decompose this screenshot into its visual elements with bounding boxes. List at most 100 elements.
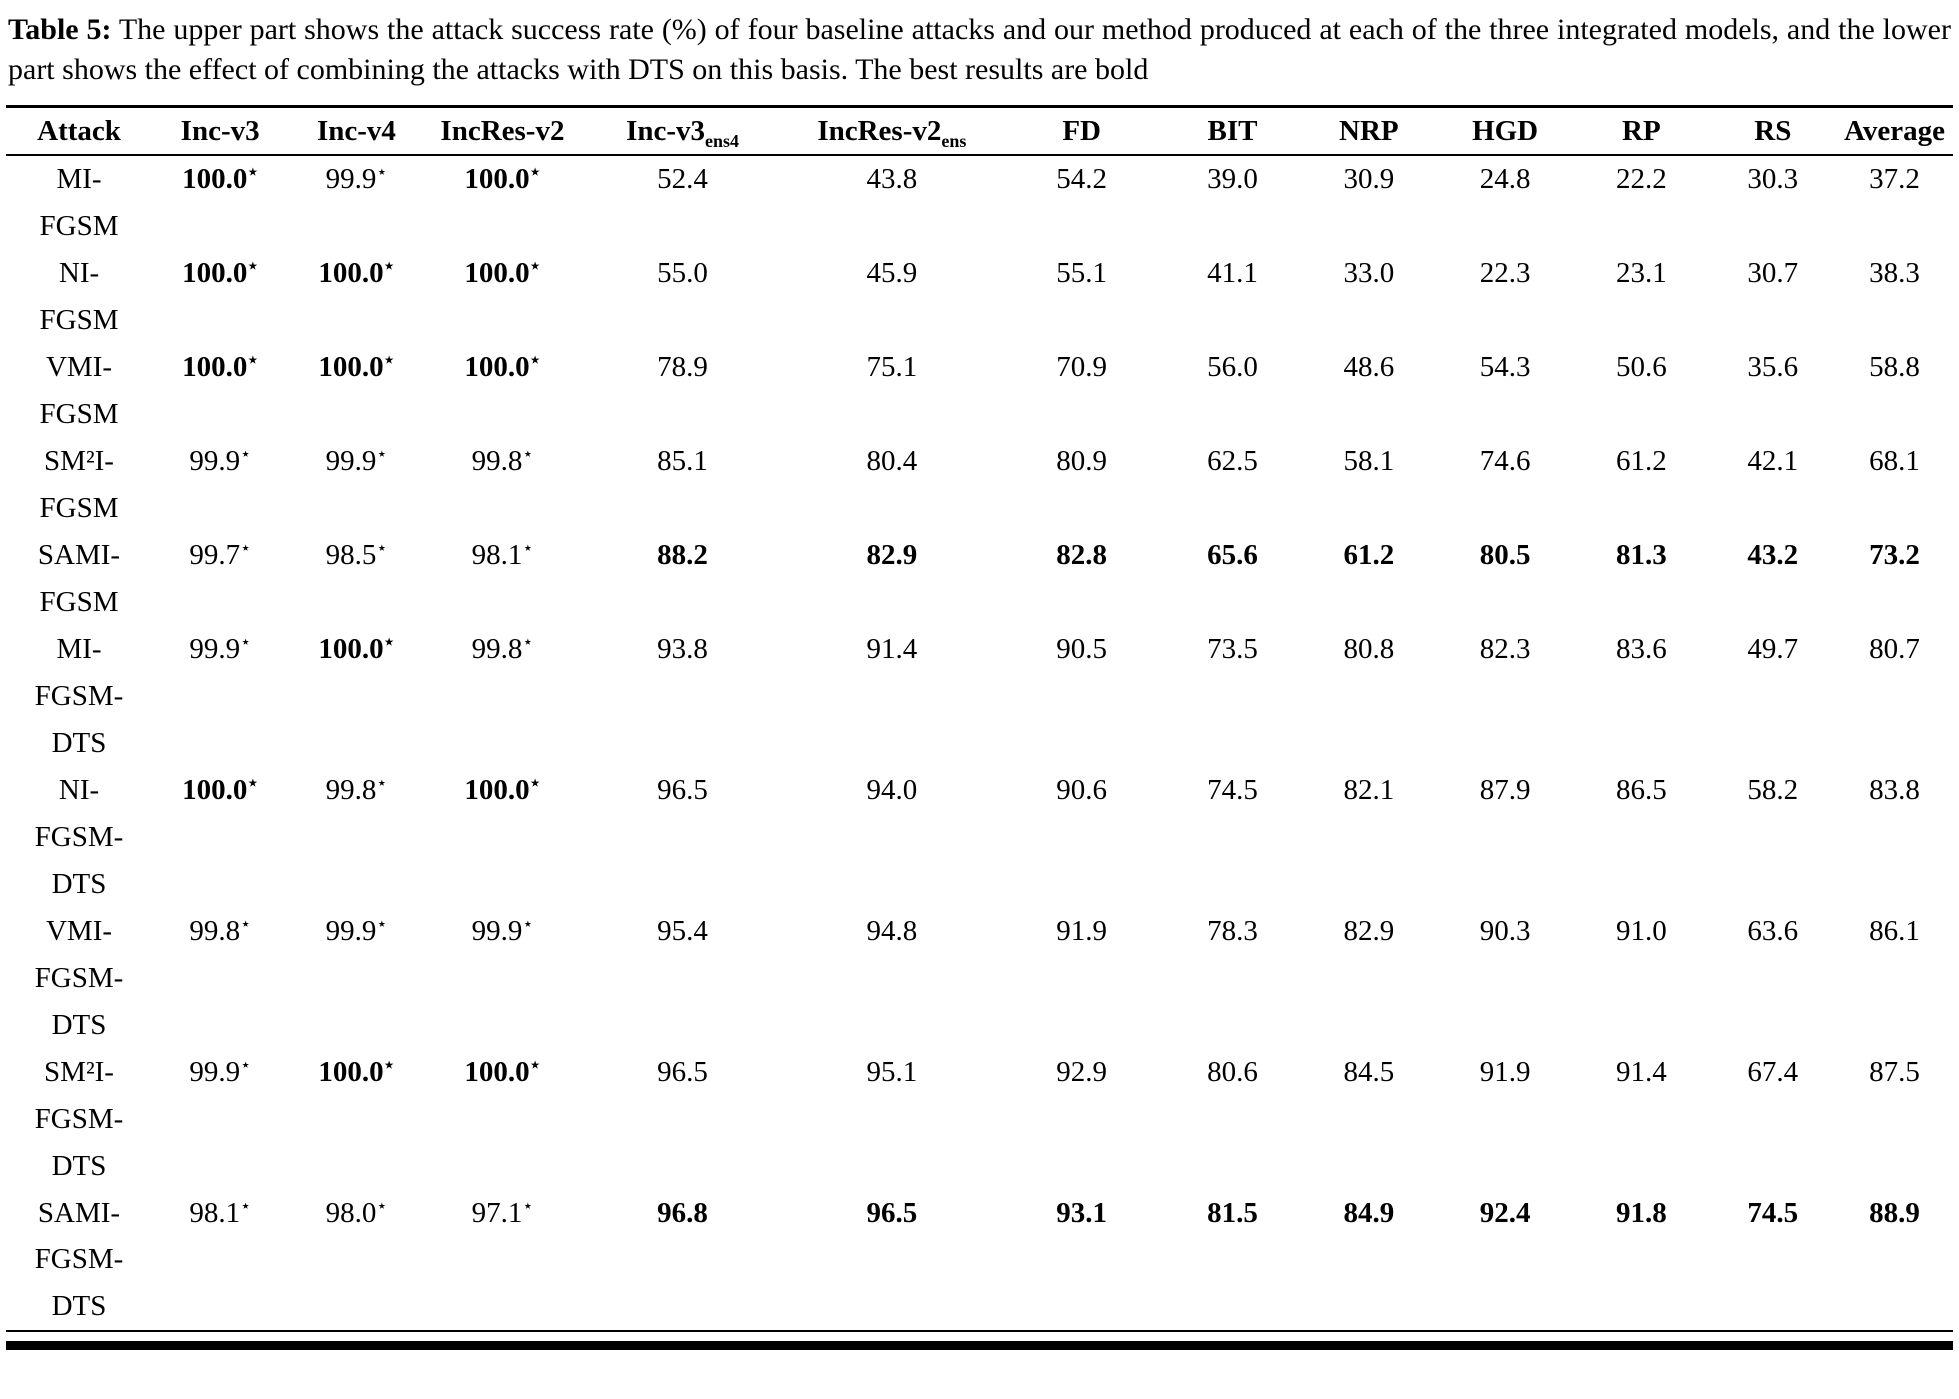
- star-marker: ⋆: [247, 161, 259, 182]
- cell-ni-fgsm-inc-v3ens4: 55.0: [657, 257, 708, 290]
- cell-sami-fgsm-dts-rs: 74.5: [1747, 1196, 1799, 1229]
- cell-sami-fgsm-dts-rp: 91.8: [1616, 1196, 1667, 1229]
- col-header-nrp: NRP: [1300, 106, 1437, 157]
- star-marker: ⋆: [522, 537, 534, 558]
- cell-sm2i-fgsm-dts-inc-v3ens4: 96.5: [657, 1055, 708, 1088]
- table-row-vmi-fgsm-dts: VMI- FGSM- DTS 99.8⋆ 99.9⋆ 99.9⋆ 95.4 94.8 91.9 7…: [6, 908, 1953, 1049]
- cell-sm2i-fgsm-dts-rp: 91.4: [1616, 1055, 1667, 1088]
- cell-vmi-fgsm-rs: 35.6: [1747, 351, 1799, 384]
- cell-sami-fgsm-inc-v4: 98.5⋆: [325, 537, 388, 571]
- cell-sm2i-fgsm-dts-nrp: 84.5: [1343, 1055, 1395, 1088]
- cell-sm2i-fgsm-dts-inc-v4: 100.0⋆: [318, 1053, 395, 1088]
- cell-sm2i-fgsm-dts-incres-v2: 100.0⋆: [464, 1053, 541, 1088]
- cell-sami-fgsm-incres-v2: 98.1⋆: [471, 537, 534, 571]
- cell-vmi-fgsm-dts-inc-v3: 99.8⋆: [189, 913, 251, 947]
- cell-sami-fgsm-dts-bit: 81.5: [1207, 1196, 1258, 1229]
- attack-name-mi-fgsm: MI- FGSM: [39, 163, 119, 243]
- cell-sm2i-fgsm-bit: 62.5: [1207, 445, 1258, 477]
- cell-sami-fgsm-hgd: 80.5: [1479, 538, 1531, 571]
- star-marker: ⋆: [522, 631, 534, 652]
- cell-ni-fgsm-dts-inc-v3ens4: 96.5: [657, 773, 708, 806]
- cell-mi-fgsm-dts-rp: 83.6: [1616, 632, 1667, 665]
- cell-ni-fgsm-dts-average: 83.8: [1869, 773, 1920, 806]
- star-marker: ⋆: [529, 772, 541, 793]
- star-marker: ⋆: [522, 913, 534, 934]
- cell-vmi-fgsm-dts-incres-v2: 99.9⋆: [471, 913, 534, 947]
- cell-sm2i-fgsm-dts-hgd: 91.9: [1479, 1055, 1531, 1088]
- cell-sm2i-fgsm-fd: 80.9: [1056, 445, 1108, 477]
- cell-sm2i-fgsm-rp: 61.2: [1616, 445, 1667, 477]
- cell-mi-fgsm-fd: 54.2: [1056, 163, 1108, 196]
- cell-mi-fgsm-dts-average: 80.7: [1869, 632, 1920, 665]
- col-header-inc-v3: Inc-v3: [152, 106, 289, 157]
- star-marker: ⋆: [522, 1194, 534, 1215]
- cell-mi-fgsm-dts-incres-v2ens: 91.4: [866, 632, 918, 665]
- table-row-ni-fgsm-dts: NI- FGSM- DTS 100.0⋆ 99.8⋆ 100.0⋆ 96.5 94.0 90.6…: [6, 767, 1953, 908]
- cell-sm2i-fgsm-hgd: 74.6: [1479, 445, 1531, 477]
- cell-ni-fgsm-bit: 41.1: [1207, 257, 1258, 290]
- col-header-incres-v2: IncRes-v2: [424, 106, 581, 157]
- star-marker: ⋆: [247, 772, 259, 793]
- col-header-inc-v4: Inc-v4: [288, 106, 425, 157]
- table-row-vmi-fgsm: VMI- FGSM 100.0⋆ 100.0⋆ 100.0⋆ 78.9 75.1 70.9 56…: [6, 344, 1953, 438]
- star-marker: ⋆: [240, 1053, 251, 1074]
- cell-mi-fgsm-dts-incres-v2: 99.8⋆: [471, 631, 534, 665]
- col-header-inc-v3ens4: Inc-v3ens4: [580, 106, 785, 157]
- table-caption: Table 5: The upper part shows the attack…: [8, 10, 1951, 89]
- cell-sm2i-fgsm-average: 68.1: [1869, 445, 1920, 477]
- cell-vmi-fgsm-dts-fd: 91.9: [1056, 914, 1108, 947]
- attack-name-vmi-fgsm-dts: VMI- FGSM- DTS: [34, 914, 124, 1041]
- cell-mi-fgsm-dts-hgd: 82.3: [1479, 632, 1531, 665]
- cell-vmi-fgsm-nrp: 48.6: [1343, 351, 1395, 384]
- cell-ni-fgsm-rp: 23.1: [1616, 257, 1667, 290]
- col-header-subscript: ens: [941, 130, 967, 151]
- cell-ni-fgsm-dts-hgd: 87.9: [1479, 773, 1531, 806]
- cell-ni-fgsm-nrp: 33.0: [1343, 257, 1395, 290]
- cell-sami-fgsm-average: 73.2: [1869, 538, 1920, 571]
- cell-mi-fgsm-dts-bit: 73.5: [1207, 632, 1258, 665]
- col-header-fd: FD: [998, 106, 1165, 157]
- cell-vmi-fgsm-dts-rs: 63.6: [1747, 914, 1799, 947]
- cell-vmi-fgsm-fd: 70.9: [1056, 351, 1108, 384]
- cell-sami-fgsm-dts-inc-v3ens4: 96.8: [657, 1196, 708, 1229]
- attack-name-sm2i-fgsm: SM²I- FGSM: [39, 445, 119, 524]
- results-table-head: Attack Inc-v3 Inc-v4 IncRes-v2 Inc-v3ens4 Inc…: [6, 106, 1953, 157]
- col-header-rs: RS: [1709, 106, 1837, 157]
- cell-mi-fgsm-average: 37.2: [1869, 163, 1920, 196]
- cell-vmi-fgsm-dts-inc-v4: 99.9⋆: [325, 913, 388, 947]
- cell-vmi-fgsm-dts-incres-v2ens: 94.8: [866, 914, 918, 947]
- cell-vmi-fgsm-dts-bit: 78.3: [1207, 914, 1258, 947]
- cell-sami-fgsm-dts-nrp: 84.9: [1343, 1196, 1395, 1229]
- cell-vmi-fgsm-dts-average: 86.1: [1869, 914, 1920, 947]
- table-row-sm2i-fgsm-dts: SM²I- FGSM- DTS 99.9⋆ 100.0⋆ 100.0⋆ 96.5 95.1 92…: [6, 1049, 1953, 1190]
- star-marker: ⋆: [240, 443, 251, 464]
- cell-ni-fgsm-dts-rp: 86.5: [1616, 773, 1667, 806]
- cell-vmi-fgsm-inc-v4: 100.0⋆: [318, 349, 395, 384]
- col-header-bit: BIT: [1164, 106, 1301, 157]
- cell-ni-fgsm-rs: 30.7: [1747, 257, 1799, 290]
- col-header-hgd: HGD: [1436, 106, 1574, 157]
- cell-ni-fgsm-fd: 55.1: [1056, 257, 1108, 290]
- cell-vmi-fgsm-dts-nrp: 82.9: [1343, 914, 1395, 947]
- cell-sami-fgsm-dts-incres-v2: 97.1⋆: [471, 1194, 534, 1229]
- cell-vmi-fgsm-inc-v3ens4: 78.9: [657, 351, 708, 384]
- cell-ni-fgsm-dts-inc-v3: 100.0⋆: [182, 772, 259, 806]
- star-marker: ⋆: [247, 255, 259, 276]
- cell-vmi-fgsm-inc-v3: 100.0⋆: [182, 349, 259, 384]
- cell-ni-fgsm-dts-rs: 58.2: [1747, 773, 1799, 806]
- cell-sami-fgsm-dts-average: 88.9: [1869, 1196, 1920, 1229]
- cell-mi-fgsm-incres-v2ens: 43.8: [866, 163, 918, 196]
- attack-name-mi-fgsm-dts: MI- FGSM- DTS: [34, 632, 124, 759]
- star-marker: ⋆: [247, 349, 259, 370]
- cell-mi-fgsm-bit: 39.0: [1207, 163, 1258, 196]
- paper-page: Table 5: The upper part shows the attack…: [6, 10, 1953, 1351]
- cell-sami-fgsm-inc-v3ens4: 88.2: [657, 538, 708, 571]
- cell-sami-fgsm-dts-incres-v2ens: 96.5: [866, 1196, 918, 1229]
- cell-sami-fgsm-nrp: 61.2: [1343, 538, 1395, 571]
- cell-mi-fgsm-nrp: 30.9: [1343, 163, 1395, 196]
- cell-ni-fgsm-inc-v4: 100.0⋆: [318, 255, 395, 290]
- cell-mi-fgsm-dts-rs: 49.7: [1747, 632, 1799, 665]
- col-header-rp: RP: [1573, 106, 1710, 157]
- star-marker: ⋆: [522, 443, 534, 464]
- results-table-body: MI- FGSM 100.0⋆ 99.9⋆ 100.0⋆ 52.4 43.8 54.2 39.0…: [6, 155, 1953, 1331]
